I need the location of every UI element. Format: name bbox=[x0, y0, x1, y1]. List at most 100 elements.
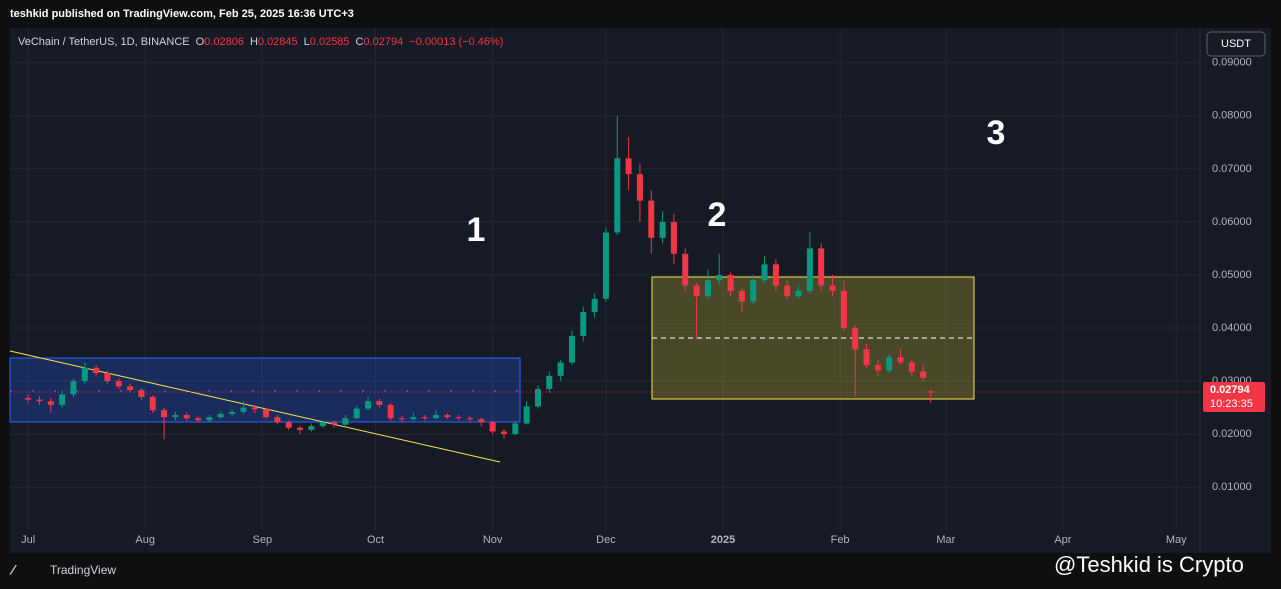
candle-body bbox=[750, 280, 757, 302]
x-tick-label: Jul bbox=[21, 534, 35, 546]
legend-key: O bbox=[196, 36, 205, 48]
y-tick-label: 0.06000 bbox=[1212, 216, 1252, 228]
candle-body bbox=[704, 280, 711, 297]
candle-body bbox=[240, 407, 247, 412]
candle-body bbox=[614, 158, 621, 233]
candle-body bbox=[568, 335, 575, 363]
publisher: teshkid published on TradingView.com, Fe… bbox=[10, 8, 354, 20]
candle-body bbox=[251, 407, 258, 410]
candle-body bbox=[138, 390, 145, 397]
symbol: VeChain / TetherUS, 1D, BINANCE bbox=[18, 36, 190, 48]
legend-value: 0.02845 bbox=[258, 36, 298, 48]
candle-body bbox=[886, 357, 893, 371]
x-tick-label: Mar bbox=[936, 534, 955, 546]
candle-body bbox=[500, 431, 507, 435]
candle-body bbox=[455, 417, 462, 419]
y-tick-label: 0.08000 bbox=[1212, 110, 1252, 122]
candle-body bbox=[670, 221, 677, 254]
candle-body bbox=[410, 417, 417, 420]
candles bbox=[25, 115, 934, 440]
y-tick-label: 0.01000 bbox=[1212, 481, 1252, 493]
x-tick-label: Aug bbox=[135, 534, 155, 546]
candle-body bbox=[444, 415, 451, 418]
candle-body bbox=[693, 285, 700, 297]
candle-body bbox=[195, 418, 202, 421]
candle-body bbox=[829, 285, 836, 291]
legend-key: L bbox=[304, 36, 310, 48]
candle-body bbox=[591, 298, 598, 313]
candle-body bbox=[217, 413, 224, 418]
candle-body bbox=[342, 418, 349, 425]
x-tick-label: Feb bbox=[831, 534, 850, 546]
legend: VeChain / TetherUS, 1D, BINANCE O0.02806 H… bbox=[18, 36, 503, 48]
x-tick-label: Nov bbox=[483, 534, 503, 546]
candle-body bbox=[421, 417, 428, 419]
candle-body bbox=[818, 248, 825, 286]
watermark: @Teshkid is Crypto bbox=[1054, 552, 1244, 577]
y-tick-label: 0.09000 bbox=[1212, 57, 1252, 69]
candle-body bbox=[625, 158, 632, 175]
candle-body bbox=[331, 422, 338, 425]
legend-key: H bbox=[250, 36, 258, 48]
candle-body bbox=[682, 253, 689, 286]
candle-body bbox=[727, 274, 734, 291]
candle-body bbox=[795, 290, 802, 297]
candle-body bbox=[534, 389, 541, 407]
candle-body bbox=[81, 367, 88, 382]
candle-body bbox=[172, 415, 179, 418]
candle-body bbox=[784, 285, 791, 297]
candle-body bbox=[93, 367, 100, 374]
candle-body bbox=[512, 423, 519, 435]
footer-logo: TradingView bbox=[50, 563, 116, 577]
candle-body bbox=[738, 290, 745, 302]
legend-change: −0.00013 (−0.46%) bbox=[409, 36, 503, 48]
x-tick-label: Apr bbox=[1054, 534, 1071, 546]
candle-body bbox=[206, 417, 213, 421]
y-tick-label: 0.04000 bbox=[1212, 322, 1252, 334]
candle-body bbox=[874, 365, 881, 371]
x-tick-label: Sep bbox=[252, 534, 272, 546]
countdown: 10:23:35 bbox=[1210, 398, 1253, 410]
candle-body bbox=[716, 274, 723, 281]
candle-body bbox=[772, 264, 779, 286]
annotation: 1 bbox=[467, 211, 486, 249]
candle-body bbox=[274, 417, 281, 423]
x-tick-label: Dec bbox=[596, 534, 616, 546]
y-tick-label: 0.05000 bbox=[1212, 269, 1252, 281]
candle-body bbox=[59, 394, 66, 405]
candle-body bbox=[319, 422, 326, 427]
legend-value: 0.02794 bbox=[364, 36, 404, 48]
candle-body bbox=[399, 418, 406, 420]
candle-body bbox=[285, 422, 292, 428]
annotation: 2 bbox=[708, 196, 727, 234]
candle-body bbox=[161, 410, 168, 418]
legend-value: 0.02806 bbox=[204, 36, 244, 48]
candle-body bbox=[229, 411, 236, 414]
last-price-label: 0.02794 bbox=[1210, 384, 1251, 396]
candle-body bbox=[546, 375, 553, 390]
candle-body bbox=[852, 328, 859, 350]
candle-body bbox=[648, 200, 655, 238]
candle-body bbox=[104, 373, 111, 382]
logo-icon: ⁄​ bbox=[9, 562, 17, 578]
candle-body bbox=[149, 396, 156, 411]
currency-button[interactable] bbox=[1206, 31, 1266, 57]
legend-key: C bbox=[356, 36, 364, 48]
candle-body bbox=[36, 399, 43, 402]
candle-body bbox=[908, 362, 915, 372]
candle-body bbox=[127, 386, 134, 391]
candle-body bbox=[761, 264, 768, 281]
candle-body bbox=[387, 404, 394, 419]
candle-body bbox=[489, 422, 496, 432]
candle-body bbox=[308, 426, 315, 430]
candle-body bbox=[432, 415, 439, 419]
candle-body bbox=[602, 232, 609, 299]
candle-body bbox=[920, 371, 927, 378]
candle-body bbox=[659, 221, 666, 238]
candle-body bbox=[466, 418, 473, 420]
y-tick-label: 0.02000 bbox=[1212, 428, 1252, 440]
candle-body bbox=[897, 357, 904, 363]
candle-body bbox=[70, 381, 77, 395]
currency[interactable]: USDT bbox=[1221, 38, 1251, 50]
candle-body bbox=[47, 401, 54, 405]
